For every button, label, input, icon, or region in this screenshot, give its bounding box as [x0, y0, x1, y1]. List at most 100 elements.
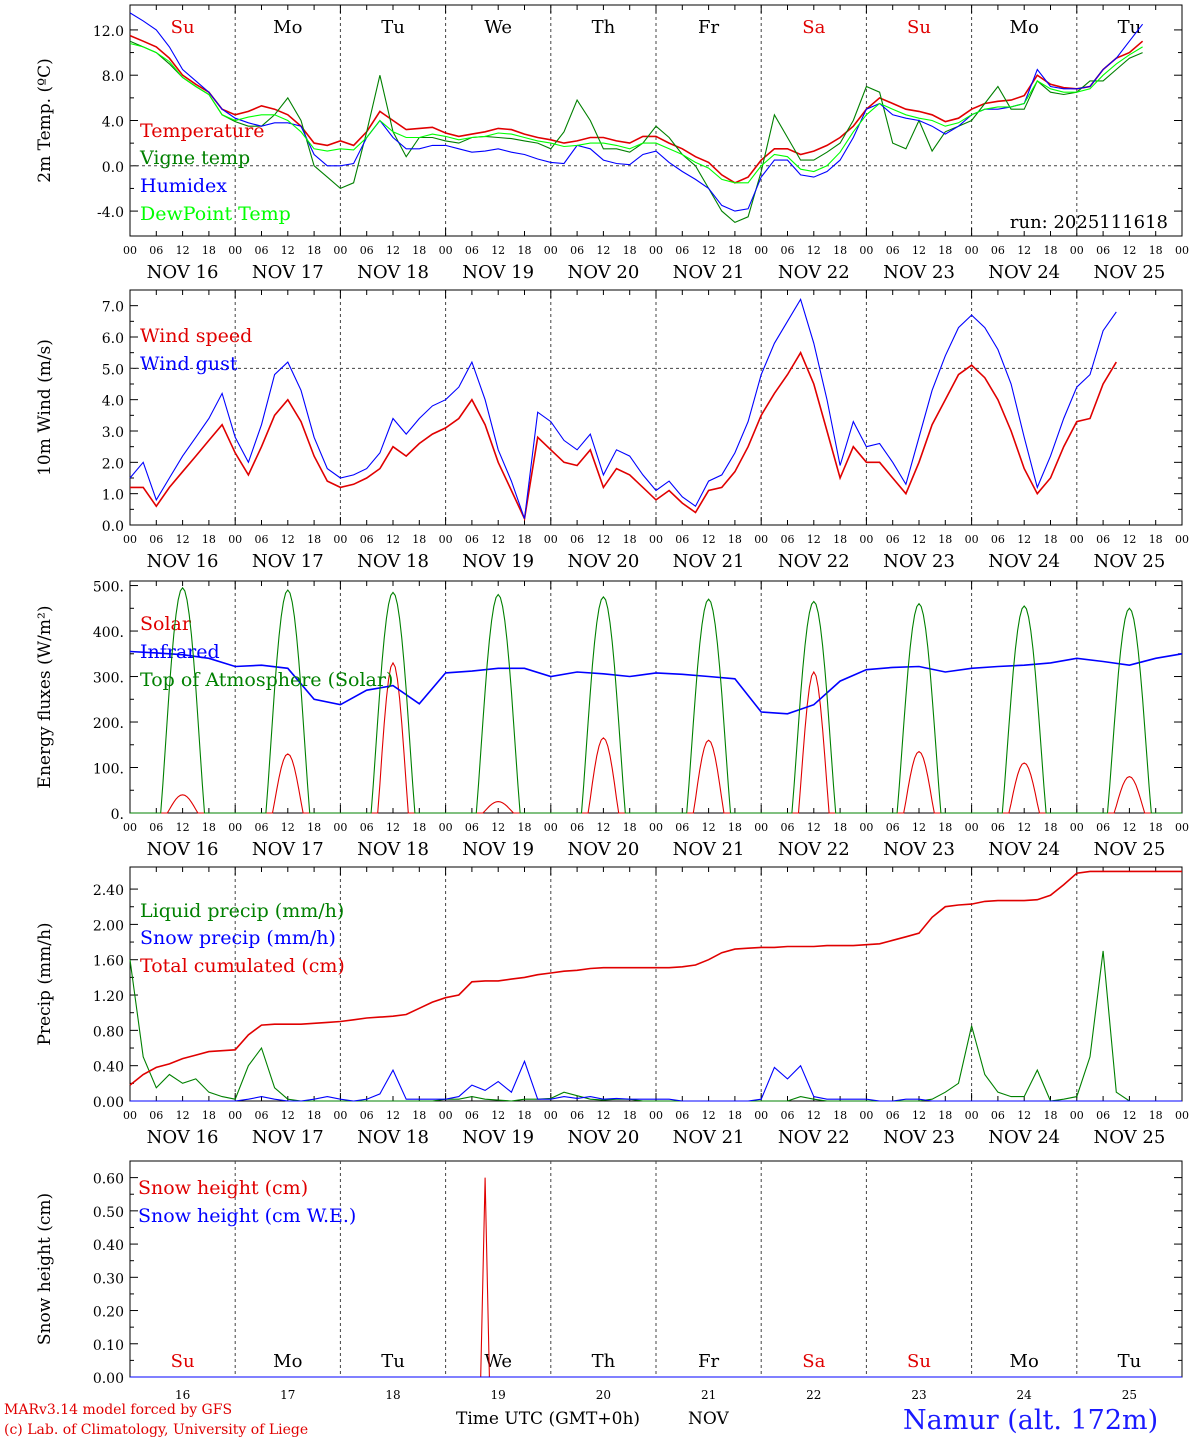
hour-label: 00	[228, 1109, 242, 1122]
model-credit: MARv3.14 model forced by GFS	[4, 1402, 232, 1418]
hour-label: 06	[570, 533, 584, 546]
hour-label: 18	[307, 1109, 321, 1122]
hour-label: 12	[281, 244, 295, 257]
day-label: NOV 23	[883, 262, 955, 283]
day-label: NOV 22	[778, 262, 850, 283]
hour-label: 18	[1044, 1109, 1058, 1122]
day-label: NOV 16	[147, 1127, 219, 1148]
hour-label: 00	[859, 1109, 873, 1122]
weekday-label: Tu	[381, 17, 405, 38]
hour-label: 06	[886, 821, 900, 834]
hour-label: 00	[228, 821, 242, 834]
day-label: NOV 18	[357, 262, 429, 283]
hour-label: 00	[333, 244, 347, 257]
hour-label: 06	[149, 533, 163, 546]
series-line-temperature	[129, 34, 1144, 184]
hour-label: 18	[833, 1109, 847, 1122]
weekday-label: Sa	[802, 1351, 825, 1372]
hour-label: 00	[544, 1109, 558, 1122]
y-tick-label: 6.0	[102, 331, 124, 347]
hour-label: 18	[833, 533, 847, 546]
day-label: NOV 19	[462, 839, 534, 860]
hour-label: 00	[1070, 1109, 1084, 1122]
legend-entry: Temperature	[140, 120, 264, 142]
panel-3: 500. 400. 300. 200. 100. 0. Energy fluxes (W/m…	[35, 580, 1189, 860]
day-number: 25	[1122, 1388, 1137, 1402]
hour-label: 18	[518, 1109, 532, 1122]
y-tick-label: 0.30	[93, 1271, 124, 1287]
hour-label: 12	[807, 821, 821, 834]
weekday-label: Th	[592, 17, 616, 38]
hour-label: 12	[1122, 244, 1136, 257]
hour-label: 06	[465, 244, 479, 257]
hour-label: 06	[781, 244, 795, 257]
hour-label: 06	[991, 533, 1005, 546]
time-axis-label: Time UTC (GMT+0h)	[456, 1409, 640, 1429]
hour-label: 12	[702, 821, 716, 834]
y-tick-label: 3.0	[102, 425, 124, 441]
hour-label: 18	[1149, 244, 1163, 257]
hour-label: 00	[1175, 244, 1189, 257]
hour-label: 12	[386, 821, 400, 834]
hour-label: 12	[596, 533, 610, 546]
hour-label: 18	[728, 1109, 742, 1122]
run-label: run: 2025111618	[1010, 212, 1168, 233]
hour-label: 06	[1096, 533, 1110, 546]
hour-label: 00	[333, 533, 347, 546]
weekday-label: Su	[907, 17, 931, 38]
hour-label: 12	[386, 1109, 400, 1122]
weekday-label: Mo	[1010, 17, 1039, 38]
hour-label: 00	[228, 244, 242, 257]
hour-label: 06	[255, 533, 269, 546]
series-line-vigne-temp	[129, 40, 1143, 224]
y-tick-label: 1.20	[93, 989, 124, 1005]
y-tick-label: 2.0	[102, 456, 124, 472]
hour-label: 00	[649, 244, 663, 257]
hour-label: 18	[202, 821, 216, 834]
series-line-liquid-precip-mm-h-	[129, 950, 1182, 1102]
day-label: NOV 24	[988, 551, 1060, 572]
panel-2: 7.0 6.0 5.0 4.0 3.0 2.0 1.0 0.0 10m Wind (m/s) 00…	[35, 289, 1189, 572]
series-line-total-cumulated-cm-	[129, 870, 1182, 1086]
hour-label: 00	[333, 821, 347, 834]
y-tick-label: 1.60	[93, 954, 124, 970]
hour-label: 12	[912, 821, 926, 834]
hour-label: 06	[886, 244, 900, 257]
hour-label: 06	[360, 1109, 374, 1122]
panel-4: 2.40 2.00 1.60 1.20 0.80 0.40 0.00 Precip (mm/h…	[35, 866, 1189, 1148]
hour-label: 00	[1070, 244, 1084, 257]
hour-label: 12	[596, 1109, 610, 1122]
hour-label: 18	[1044, 821, 1058, 834]
weekday-label: Su	[171, 1351, 195, 1372]
y-axis-title: Precip (mm/h)	[35, 922, 55, 1045]
day-label: NOV 17	[252, 839, 324, 860]
hour-label: 12	[176, 533, 190, 546]
hour-label: 06	[886, 1109, 900, 1122]
legend-entry: Liquid precip (mm/h)	[140, 900, 344, 922]
y-tick-label: 100.	[93, 762, 124, 778]
weekday-label: Th	[592, 1351, 616, 1372]
day-label: NOV 21	[673, 839, 745, 860]
hour-label: 06	[149, 821, 163, 834]
series-line-top-of-atmosphere-solar-	[130, 586, 1182, 814]
hour-label: 00	[439, 244, 453, 257]
hour-label: 12	[1017, 244, 1031, 257]
y-tick-label: 500.	[93, 580, 124, 596]
day-label: NOV 18	[357, 839, 429, 860]
y-tick-label: 0.80	[93, 1024, 124, 1040]
hour-label: 12	[807, 244, 821, 257]
hour-label: 06	[149, 244, 163, 257]
day-label: NOV 16	[147, 551, 219, 572]
y-tick-label: 0.00	[93, 1371, 124, 1387]
hour-label: 06	[360, 533, 374, 546]
y-tick-label: 0.40	[93, 1238, 124, 1254]
y-tick-label: 0.20	[93, 1305, 124, 1321]
day-label: NOV 16	[147, 839, 219, 860]
hour-label: 00	[754, 244, 768, 257]
hour-label: 06	[255, 1109, 269, 1122]
hour-label: 00	[1175, 821, 1189, 834]
weekday-label: Su	[907, 1351, 931, 1372]
hour-label: 18	[623, 533, 637, 546]
hour-label: 12	[1017, 1109, 1031, 1122]
hour-label: 06	[781, 533, 795, 546]
